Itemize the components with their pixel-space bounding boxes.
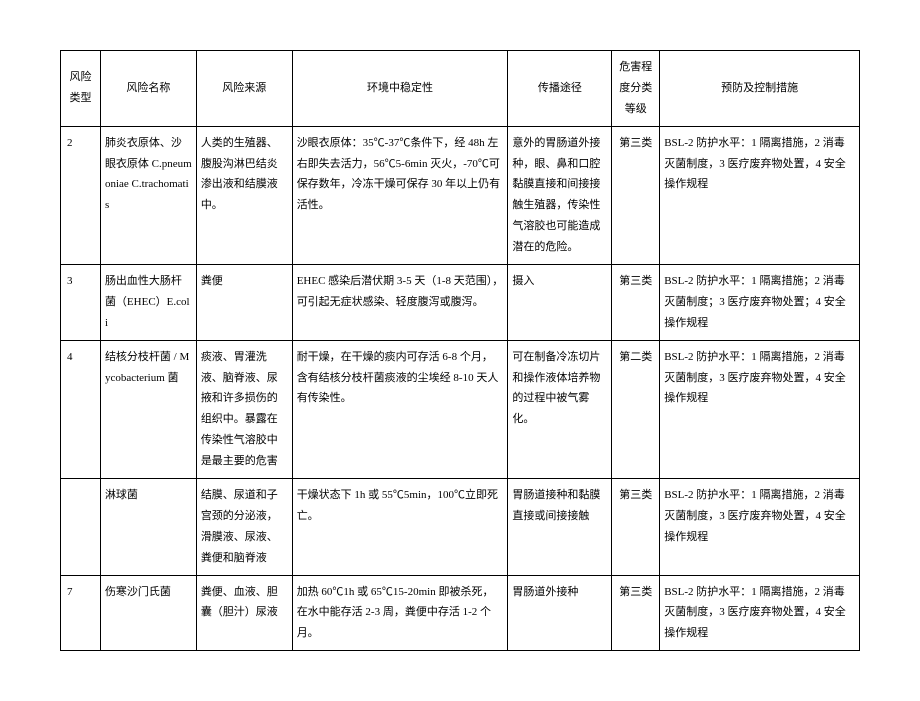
cell-type: 4 <box>61 340 101 478</box>
table-header: 风险类型 风险名称 风险来源 环境中稳定性 传播途径 危害程度分类等级 预防及控… <box>61 51 860 127</box>
table-row: 7 伤寒沙门氏菌 粪便、血液、胆囊（胆汁）尿液 加热 60℃1h 或 65℃15… <box>61 575 860 651</box>
header-name: 风险名称 <box>100 51 196 127</box>
risk-table: 风险类型 风险名称 风险来源 环境中稳定性 传播途径 危害程度分类等级 预防及控… <box>60 50 860 651</box>
table-row: 2 肺炎衣原体、沙眼衣原体 C.pneumoniae C.trachomatis… <box>61 126 860 264</box>
cell-source: 结膜、尿道和子宫颈的分泌液，滑膜液、尿液、粪便和脑脊液 <box>196 479 292 576</box>
table-row: 淋球菌 结膜、尿道和子宫颈的分泌液，滑膜液、尿液、粪便和脑脊液 干燥状态下 1h… <box>61 479 860 576</box>
cell-name: 肠出血性大肠杆菌（EHEC）E.coli <box>100 265 196 341</box>
cell-name: 肺炎衣原体、沙眼衣原体 C.pneumoniae C.trachomatis <box>100 126 196 264</box>
cell-name: 结核分枝杆菌 / Mycobacterium 菌 <box>100 340 196 478</box>
cell-stability: 耐干燥，在干燥的痰内可存活 6-8 个月，含有结核分枝杆菌痰液的尘埃经 8-10… <box>292 340 508 478</box>
cell-level: 第三类 <box>612 479 660 576</box>
table-body: 2 肺炎衣原体、沙眼衣原体 C.pneumoniae C.trachomatis… <box>61 126 860 651</box>
header-source: 风险来源 <box>196 51 292 127</box>
cell-route: 摄入 <box>508 265 612 341</box>
cell-type: 3 <box>61 265 101 341</box>
cell-level: 第三类 <box>612 575 660 651</box>
cell-route: 意外的胃肠道外接种，眼、鼻和口腔黏膜直接和间接接触生殖器，传染性气溶胶也可能造成… <box>508 126 612 264</box>
header-route: 传播途径 <box>508 51 612 127</box>
header-stability: 环境中稳定性 <box>292 51 508 127</box>
cell-measures: BSL-2 防护水平：1 隔离措施，2 消毒灭菌制度，3 医疗废弃物处置，4 安… <box>660 575 860 651</box>
header-level: 危害程度分类等级 <box>612 51 660 127</box>
cell-level: 第三类 <box>612 265 660 341</box>
cell-type: 2 <box>61 126 101 264</box>
cell-type <box>61 479 101 576</box>
table-row: 3 肠出血性大肠杆菌（EHEC）E.coli 粪便 EHEC 感染后潜伏期 3-… <box>61 265 860 341</box>
cell-name: 伤寒沙门氏菌 <box>100 575 196 651</box>
cell-source: 粪便、血液、胆囊（胆汁）尿液 <box>196 575 292 651</box>
cell-source: 人类的生殖器、腹股沟淋巴结炎渗出液和结膜液中。 <box>196 126 292 264</box>
cell-stability: EHEC 感染后潜伏期 3-5 天（1-8 天范围），可引起无症状感染、轻度腹泻… <box>292 265 508 341</box>
table-row: 4 结核分枝杆菌 / Mycobacterium 菌 痰液、胃灌洗液、脑脊液、尿… <box>61 340 860 478</box>
cell-route: 胃肠道接种和黏膜直接或间接接触 <box>508 479 612 576</box>
header-type: 风险类型 <box>61 51 101 127</box>
cell-name: 淋球菌 <box>100 479 196 576</box>
cell-stability: 沙眼衣原体：35℃-37℃条件下，经 48h 左右即失去活力，56℃5-6min… <box>292 126 508 264</box>
cell-type: 7 <box>61 575 101 651</box>
cell-source: 痰液、胃灌洗液、脑脊液、尿掖和许多损伤的组织中。暴露在传染性气溶胶中是最主要的危… <box>196 340 292 478</box>
header-measures: 预防及控制措施 <box>660 51 860 127</box>
cell-route: 胃肠道外接种 <box>508 575 612 651</box>
cell-measures: BSL-2 防护水平：1 隔离措施，2 消毒灭菌制度，3 医疗废弃物处置，4 安… <box>660 479 860 576</box>
cell-source: 粪便 <box>196 265 292 341</box>
cell-measures: BSL-2 防护水平：1 隔离措施，2 消毒灭菌制度，3 医疗废弃物处置，4 安… <box>660 340 860 478</box>
cell-level: 第二类 <box>612 340 660 478</box>
cell-measures: BSL-2 防护水平：1 隔离措施；2 消毒灭菌制度；3 医疗废弃物处置；4 安… <box>660 265 860 341</box>
cell-stability: 加热 60℃1h 或 65℃15-20min 即被杀死，在水中能存活 2-3 周… <box>292 575 508 651</box>
header-row: 风险类型 风险名称 风险来源 环境中稳定性 传播途径 危害程度分类等级 预防及控… <box>61 51 860 127</box>
cell-route: 可在制备冷冻切片和操作液体培养物的过程中被气雾化。 <box>508 340 612 478</box>
cell-stability: 干燥状态下 1h 或 55℃5min，100℃立即死亡。 <box>292 479 508 576</box>
cell-measures: BSL-2 防护水平：1 隔离措施，2 消毒灭菌制度，3 医疗废弃物处置，4 安… <box>660 126 860 264</box>
cell-level: 第三类 <box>612 126 660 264</box>
